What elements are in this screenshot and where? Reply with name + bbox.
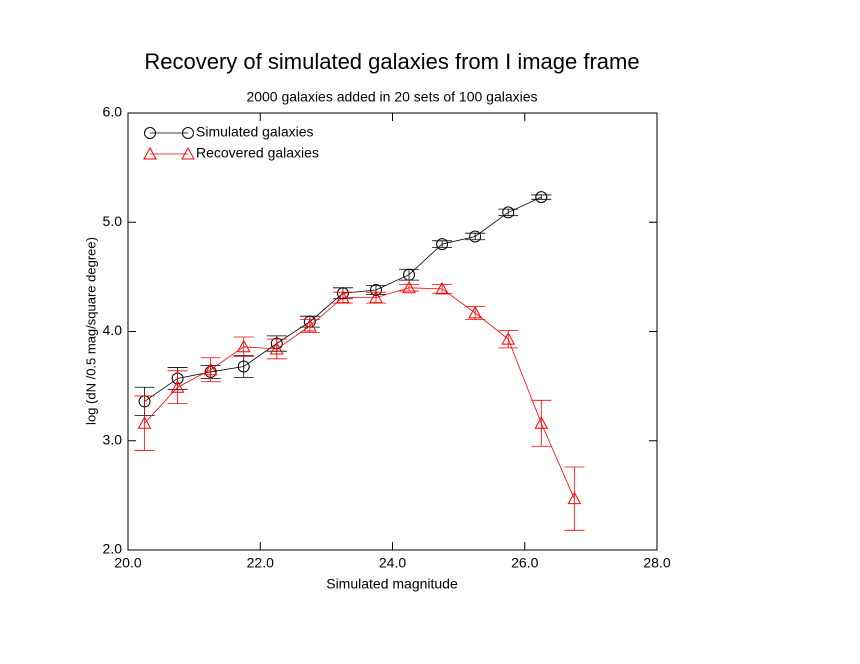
marker <box>303 318 317 332</box>
series-line <box>144 287 575 499</box>
plot-area <box>134 191 585 531</box>
marker <box>170 380 185 393</box>
x-tick-label: 26.0 <box>511 555 538 571</box>
marker <box>468 305 482 319</box>
y-tick-label: 4.0 <box>103 322 123 338</box>
plot-frame <box>127 112 658 551</box>
marker <box>534 416 549 429</box>
chart-subtitle: 2000 galaxies added in 20 sets of 100 ga… <box>246 89 537 105</box>
y-tick-label: 3.0 <box>103 431 123 447</box>
x-tick-label: 24.0 <box>379 555 406 571</box>
marker <box>567 491 582 505</box>
marker <box>436 238 449 251</box>
chart-title: Recovery of simulated galaxies from I im… <box>144 49 639 74</box>
x-axis-label: Simulated magnitude <box>326 576 458 592</box>
marker <box>502 206 515 219</box>
marker <box>403 268 416 281</box>
legend-label: Simulated galaxies <box>196 124 314 140</box>
legend-label: Recovered galaxies <box>196 145 319 161</box>
marker <box>369 290 383 304</box>
marker <box>469 230 482 243</box>
marker <box>435 281 449 295</box>
legend-marker <box>143 146 157 160</box>
legend-marker <box>144 127 156 139</box>
marker <box>203 362 218 376</box>
y-tick-label: 6.0 <box>103 104 123 120</box>
marker <box>336 290 350 304</box>
y-tick-label: 2.0 <box>103 541 123 557</box>
legend-marker <box>182 127 194 139</box>
marker <box>236 339 251 353</box>
marker <box>137 416 152 429</box>
marker <box>402 280 416 294</box>
y-axis-label: log (dN /0.5 mag/square degree) <box>83 237 98 425</box>
x-tick-label: 22.0 <box>247 555 274 571</box>
marker <box>501 332 516 345</box>
marker <box>237 360 250 373</box>
x-tick-label: 28.0 <box>643 555 670 571</box>
marker <box>535 191 548 204</box>
marker <box>269 341 284 355</box>
legend-marker <box>181 146 195 160</box>
y-tick-label: 5.0 <box>103 213 123 229</box>
x-tick-label: 20.0 <box>114 555 141 571</box>
